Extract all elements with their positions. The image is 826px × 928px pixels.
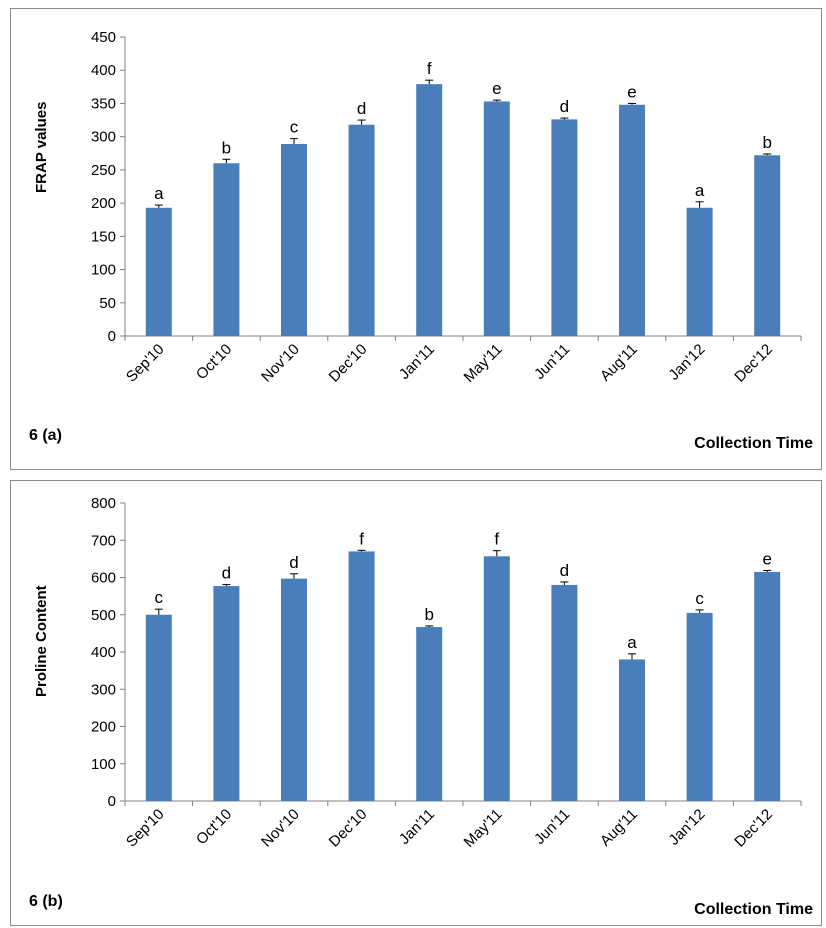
x-axis-label: Collection Time bbox=[694, 901, 813, 918]
bar bbox=[551, 584, 578, 801]
bar bbox=[754, 571, 781, 801]
y-tick-label: 500 bbox=[91, 607, 116, 624]
significance-label: f bbox=[494, 530, 499, 549]
significance-label: e bbox=[627, 82, 636, 101]
x-tick-label: May'11 bbox=[461, 806, 506, 851]
significance-label: d bbox=[357, 99, 366, 118]
significance-label: e bbox=[762, 549, 771, 568]
x-tick-label: Dec'12 bbox=[731, 341, 776, 386]
x-tick-label: Jun'11 bbox=[531, 806, 573, 848]
y-axis-label: Proline Content bbox=[33, 585, 50, 697]
significance-label: f bbox=[427, 59, 432, 78]
y-tick-label: 150 bbox=[91, 228, 116, 245]
x-tick-label: May'11 bbox=[461, 341, 506, 386]
x-tick-label: Nov'10 bbox=[258, 806, 303, 851]
y-tick-label: 50 bbox=[99, 295, 116, 312]
x-tick-label: Aug'11 bbox=[597, 341, 641, 385]
panel-label: 6 (b) bbox=[29, 893, 63, 910]
y-tick-label: 200 bbox=[91, 195, 116, 212]
bar bbox=[686, 612, 713, 801]
significance-label: a bbox=[154, 184, 164, 203]
bar bbox=[145, 614, 172, 801]
y-tick-label: 0 bbox=[108, 793, 116, 810]
x-tick-label: Sep'10 bbox=[123, 341, 168, 386]
significance-label: b bbox=[222, 138, 231, 157]
bar bbox=[619, 659, 645, 801]
bar bbox=[213, 163, 240, 336]
significance-label: a bbox=[695, 181, 705, 200]
y-tick-label: 300 bbox=[91, 129, 116, 146]
panel-label: 6 (a) bbox=[29, 427, 62, 444]
x-tick-label: Jun'11 bbox=[531, 341, 573, 383]
y-tick-label: 100 bbox=[91, 262, 116, 279]
bar bbox=[483, 556, 510, 801]
bar bbox=[213, 586, 240, 801]
x-tick-label: Oct'10 bbox=[193, 806, 235, 848]
x-axis-label: Collection Time bbox=[694, 435, 813, 452]
x-tick-label: Dec'12 bbox=[731, 806, 776, 851]
x-tick-label: Jan'11 bbox=[396, 341, 438, 383]
y-tick-label: 100 bbox=[91, 756, 116, 773]
x-tick-label: Jan'11 bbox=[396, 806, 438, 848]
bar bbox=[686, 207, 713, 336]
x-tick-label: Jan'12 bbox=[665, 806, 708, 849]
bar bbox=[619, 104, 645, 336]
bar bbox=[281, 578, 307, 801]
x-tick-label: Sep'10 bbox=[123, 806, 168, 851]
significance-label: d bbox=[289, 553, 298, 572]
x-tick-label: Aug'11 bbox=[597, 806, 641, 850]
significance-label: b bbox=[424, 605, 433, 624]
x-tick-label: Jan'12 bbox=[665, 341, 708, 384]
significance-label: c bbox=[155, 588, 164, 607]
y-tick-label: 350 bbox=[91, 95, 116, 112]
bar bbox=[754, 155, 781, 336]
y-tick-label: 250 bbox=[91, 162, 116, 179]
significance-label: c bbox=[695, 589, 704, 608]
bar bbox=[416, 84, 443, 336]
y-tick-label: 800 bbox=[91, 495, 116, 512]
significance-label: c bbox=[290, 118, 299, 137]
chart-panel-a: 0 50 100 150 200 250 300 350 400 450 a Sep'10 b Oct'1… bbox=[10, 8, 822, 470]
x-tick-label: Dec'10 bbox=[326, 341, 371, 386]
y-tick-label: 450 bbox=[91, 29, 116, 46]
x-tick-label: Dec'10 bbox=[326, 806, 371, 851]
y-tick-label: 0 bbox=[108, 328, 116, 345]
x-tick-label: Oct'10 bbox=[193, 341, 235, 383]
significance-label: e bbox=[492, 79, 501, 98]
significance-label: b bbox=[762, 133, 771, 152]
y-tick-label: 700 bbox=[91, 532, 116, 549]
bar bbox=[416, 627, 443, 801]
significance-label: d bbox=[560, 97, 569, 116]
bar bbox=[348, 551, 375, 801]
bar-chart-proline: 0 100 200 300 400 500 600 700 800 c Sep'10 d Oct'10 d… bbox=[91, 495, 802, 851]
significance-label: d bbox=[560, 561, 569, 580]
y-tick-label: 400 bbox=[91, 644, 116, 661]
y-tick-label: 300 bbox=[91, 681, 116, 698]
bar bbox=[483, 101, 510, 336]
significance-label: f bbox=[359, 529, 364, 548]
significance-label: a bbox=[627, 633, 637, 652]
x-tick-label: Nov'10 bbox=[258, 341, 303, 386]
y-tick-label: 600 bbox=[91, 570, 116, 587]
y-axis-label: FRAP values bbox=[33, 101, 50, 193]
y-tick-label: 400 bbox=[91, 62, 116, 79]
bar bbox=[348, 124, 375, 336]
y-tick-label: 200 bbox=[91, 719, 116, 736]
bar bbox=[551, 119, 578, 336]
bar-chart-frap: 0 50 100 150 200 250 300 350 400 450 a Sep'10 b Oct'1… bbox=[91, 29, 802, 386]
bar bbox=[145, 207, 172, 336]
bar bbox=[281, 143, 307, 336]
significance-label: d bbox=[222, 564, 231, 583]
chart-panel-b: 0 100 200 300 400 500 600 700 800 c Sep'10 d Oct'10 d… bbox=[10, 480, 822, 926]
